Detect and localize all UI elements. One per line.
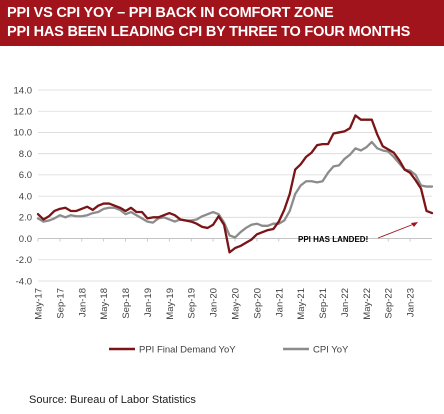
annotation-arrow bbox=[377, 223, 415, 239]
y-tick-label: 0.0 bbox=[19, 234, 32, 245]
y-tick-label: 8.0 bbox=[19, 149, 32, 160]
legend-label-cpi: CPI YoY bbox=[313, 344, 349, 355]
x-tick-label: Sep-20 bbox=[252, 288, 263, 319]
y-tick-label: 2.0 bbox=[19, 213, 32, 224]
x-tick-label: Sep-19 bbox=[187, 288, 198, 319]
annotation-label: PPI HAS LANDED! bbox=[298, 235, 368, 244]
x-tick-label: May-20 bbox=[231, 288, 242, 320]
y-tick-label: -2.0 bbox=[16, 255, 32, 266]
chart-subtitle: PPI HAS BEEN LEADING CPI BY THREE TO FOU… bbox=[7, 24, 411, 40]
annotation-arrowhead bbox=[411, 222, 418, 227]
x-tick-label: Jan-18 bbox=[77, 288, 88, 317]
x-tick-label: Jan-20 bbox=[209, 288, 220, 317]
legend-label-ppi: PPI Final Demand YoY bbox=[139, 344, 236, 355]
y-tick-label: 10.0 bbox=[14, 128, 33, 139]
source-note: Source: Bureau of Labor Statistics bbox=[29, 394, 196, 406]
legend: PPI Final Demand YoY CPI YoY bbox=[109, 344, 349, 355]
x-tick-label: May-22 bbox=[362, 288, 373, 320]
title-banner: PPI VS CPI YOY – PPI BACK IN COMFORT ZON… bbox=[0, 0, 444, 46]
series-line-cpi bbox=[36, 140, 434, 239]
x-tick-label: Jan-21 bbox=[274, 288, 285, 317]
x-tick-label: Sep-22 bbox=[384, 288, 395, 319]
series-line-ppi bbox=[36, 114, 434, 254]
x-tick-label: May-19 bbox=[165, 288, 176, 320]
y-tick-label: 4.0 bbox=[19, 191, 32, 202]
x-tick-label: Sep-18 bbox=[121, 288, 132, 319]
x-tick-label: Jan-22 bbox=[340, 288, 351, 317]
grid-lines bbox=[38, 89, 432, 282]
chart-title: PPI VS CPI YOY – PPI BACK IN COMFORT ZON… bbox=[7, 5, 334, 21]
x-tick-label: May-21 bbox=[296, 288, 307, 320]
x-tick-label: May-17 bbox=[34, 288, 45, 320]
x-tick-label: Jan-19 bbox=[143, 288, 154, 317]
x-tick-label: Jan-23 bbox=[406, 288, 417, 317]
x-tick-label: Sep-17 bbox=[55, 288, 66, 319]
axes: -4.0 -2.0 0.0 2.0 4.0 6.0 8.0 10.0 12.0 14.0 May-1… bbox=[14, 85, 432, 320]
y-tick-label: -4.0 bbox=[16, 276, 32, 287]
y-tick-label: 12.0 bbox=[14, 107, 33, 118]
series-lines bbox=[36, 114, 434, 254]
chart-canvas: -4.0 -2.0 0.0 2.0 4.0 6.0 8.0 10.0 12.0 14.0 May-1… bbox=[14, 85, 434, 355]
x-tick-label: Sep-21 bbox=[318, 288, 329, 319]
y-tick-label: 6.0 bbox=[19, 170, 32, 181]
annotation: PPI HAS LANDED! bbox=[298, 222, 418, 244]
y-tick-label: 14.0 bbox=[14, 85, 33, 96]
x-tick-label: May-18 bbox=[99, 288, 110, 320]
